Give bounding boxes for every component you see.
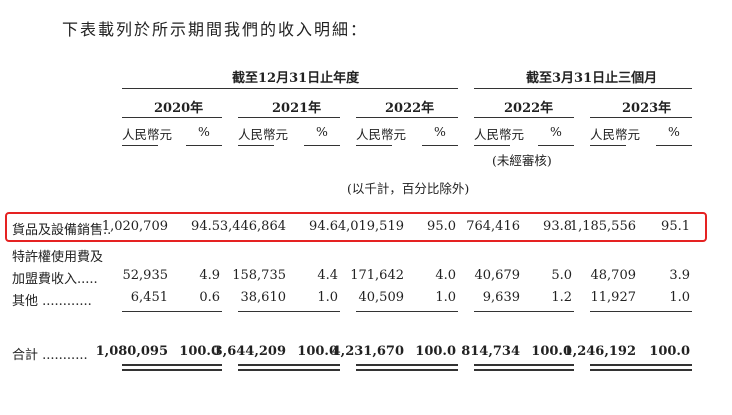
row-label: 加盟費收入..... [12,272,98,287]
unit-underline [656,145,692,146]
unaudited-note: (未經審核) [492,153,552,168]
cell-value: 40,679 [474,268,521,283]
cell-value: 3,644,209 [213,344,286,359]
row-label: 其他 ............ [12,294,92,309]
cell-pct: 1.0 [435,290,456,305]
total-double-rule [356,364,458,366]
total-double-rule [122,364,222,366]
cell-pct: 100.0 [415,344,456,359]
cell-pct: 100.0 [179,344,220,359]
cell-pct: 94.6 [309,219,338,234]
subtotal-rule [590,311,692,312]
subtotal-rule [356,311,458,312]
cell-pct: 100.0 [297,344,338,359]
year-header-2022: 2022年 [385,101,435,116]
subtotal-rule [122,311,222,312]
cell-value: 38,610 [240,290,287,305]
unit-underline [122,145,158,146]
total-double-rule [238,369,340,371]
cell-value: 40,509 [358,290,405,305]
quarter-header-underline [474,88,692,89]
cell-value: 52,935 [122,268,169,283]
annual-header-underline [122,88,458,89]
year-header-2021: 2021年 [272,101,322,116]
cell-pct: 100.0 [531,344,572,359]
unit-underline [304,145,340,146]
cell-value: 9,639 [482,290,520,305]
year-underline-2022-q [474,117,574,118]
cell-value: 158,735 [232,268,286,283]
unit-underline [422,145,458,146]
cell-value: 814,734 [461,344,520,359]
row-label: 貨品及設備銷售.. [12,223,112,238]
total-double-rule [122,369,222,371]
unit-pct: % [668,124,680,139]
unit-underline [474,145,510,146]
unit-pct: % [434,124,446,139]
highlight-box [5,212,707,242]
year-header-2020: 2020年 [154,101,204,116]
cell-pct: 4.4 [317,268,338,283]
unit-underline [238,145,274,146]
unit-underline [538,145,574,146]
year-underline-2021 [238,117,340,118]
total-double-rule [474,364,574,366]
unit-underline [590,145,626,146]
cell-pct: 3.9 [669,268,690,283]
unit-pct: % [198,124,210,139]
cell-pct: 94.5 [191,219,220,234]
unit-underline [356,145,392,146]
total-double-rule [238,364,340,366]
total-double-rule [474,369,574,371]
cell-pct: 100.0 [649,344,690,359]
cell-pct: 4.9 [199,268,220,283]
cell-value: 171,642 [350,268,404,283]
unit-rmb: 人民幣元 [474,127,525,142]
cell-value: 1,020,709 [101,219,168,234]
year-header-2023-q: 2023年 [622,101,672,116]
subtotal-rule [474,311,574,312]
cell-value: 4,019,519 [337,219,404,234]
cell-pct: 5.0 [551,268,572,283]
cell-pct: 1.2 [551,290,572,305]
annual-period-header: 截至12月31日止年度 [232,71,360,86]
cell-pct: 93.8 [543,219,572,234]
cell-pct: 95.1 [661,219,690,234]
cell-pct: 1.0 [669,290,690,305]
year-underline-2023-q [590,117,692,118]
total-double-rule [356,369,458,371]
intro-text: 下表載列於所示期間我們的收入明細： [62,20,369,39]
cell-value: 1,080,095 [95,344,168,359]
cell-value: 1,246,192 [563,344,636,359]
cell-value: 764,416 [466,219,520,234]
cell-value: 11,927 [590,290,637,305]
unit-rmb: 人民幣元 [238,127,289,142]
unit-rmb: 人民幣元 [356,127,407,142]
total-double-rule [590,369,692,371]
cell-value: 1,185,556 [569,219,636,234]
cell-pct: 1.0 [317,290,338,305]
unit-underline [186,145,222,146]
unit-rmb: 人民幣元 [122,127,173,142]
cell-pct: 0.6 [199,290,220,305]
unit-pct: % [550,124,562,139]
year-underline-2020 [122,117,222,118]
cell-value: 6,451 [130,290,168,305]
unit-rmb: 人民幣元 [590,127,641,142]
cell-value: 3,446,864 [219,219,286,234]
subtotal-rule [238,311,340,312]
row-label: 合計 ........... [12,348,88,363]
unit-pct: % [316,124,328,139]
cell-value: 48,709 [590,268,637,283]
cell-pct: 95.0 [427,219,456,234]
year-header-2022-q: 2022年 [504,101,554,116]
cell-pct: 4.0 [435,268,456,283]
thousands-note: (以千計，百分比除外) [347,181,470,196]
quarter-period-header: 截至3月31日止三個月 [526,71,658,86]
year-underline-2022 [356,117,458,118]
total-double-rule [590,364,692,366]
cell-value: 4,231,670 [331,344,404,359]
row-label: 特許權使用費及 [12,250,104,265]
